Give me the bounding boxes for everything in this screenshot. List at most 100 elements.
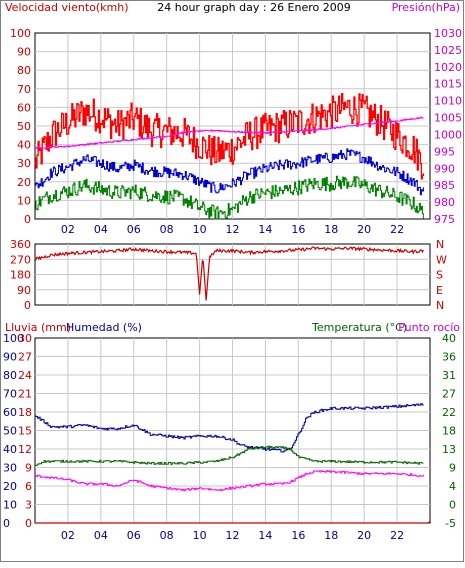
humidity-axis-tick-label: 90 xyxy=(3,351,17,364)
time-tick-label: 10 xyxy=(193,529,207,542)
pressure-axis-tick-label: 1015 xyxy=(434,78,462,91)
time-tick-label: 22 xyxy=(390,529,404,542)
time-tick-label: 02 xyxy=(61,223,75,236)
temperature-axis-tick-label: 40 xyxy=(442,332,456,345)
humidity-axis-tick-label: 20 xyxy=(3,480,17,493)
rain-axis-tick-label: 12 xyxy=(18,443,32,456)
wind-direction-line xyxy=(34,246,424,301)
direction-axis-tick-label: 360 xyxy=(10,238,31,251)
time-tick-label: 16 xyxy=(291,223,305,236)
humidity-axis-tick-label: 0 xyxy=(3,517,10,530)
temperature-axis-tick-label: 13 xyxy=(442,443,456,456)
rain-axis-tick-label: 15 xyxy=(18,425,32,438)
time-tick-label: 02 xyxy=(61,529,75,542)
humidity-axis-tick-label: 70 xyxy=(3,388,17,401)
dew-point-line xyxy=(35,470,424,492)
wind-axis-tick-label: 70 xyxy=(17,83,31,96)
temperature-axis-tick-label: 18 xyxy=(442,425,456,438)
time-tick-label: 20 xyxy=(357,529,371,542)
temperature-axis-tick-label: 9 xyxy=(449,462,456,475)
temperature-axis-tick-label: 0 xyxy=(449,499,456,512)
pressure-label: Presión(hPa) xyxy=(392,1,460,14)
pressure-axis-tick-label: 1020 xyxy=(434,61,462,74)
rain-axis-tick-label: 24 xyxy=(18,369,32,382)
wind-axis-tick-label: 10 xyxy=(17,194,31,207)
pressure-axis-tick-label: 975 xyxy=(434,213,455,226)
wind-axis-tick-label: 100 xyxy=(10,27,31,40)
rain-axis-tick-label: 9 xyxy=(25,462,32,475)
dew-point-label: Punto rocío xyxy=(398,321,460,334)
time-tick-label: 20 xyxy=(357,223,371,236)
direction-axis-tick-label: 180 xyxy=(10,269,31,282)
wind-axis-tick-label: 20 xyxy=(17,176,31,189)
pressure-axis-tick-label: 1030 xyxy=(434,27,462,40)
time-tick-label: 12 xyxy=(226,529,240,542)
pressure-axis-tick-label: 1010 xyxy=(434,95,462,108)
time-tick-label: 14 xyxy=(258,529,272,542)
direction-axis-tick-label: 0 xyxy=(24,299,31,312)
direction-axis-tick-label: 90 xyxy=(17,284,31,297)
pressure-axis-tick-label: 985 xyxy=(434,179,455,192)
humidity-axis-tick-label: 40 xyxy=(3,443,17,456)
rain-axis-tick-label: 18 xyxy=(18,406,32,419)
time-tick-label: 10 xyxy=(193,223,207,236)
rain-axis-tick-label: 3 xyxy=(25,499,32,512)
rain-axis-tick-label: 21 xyxy=(18,388,32,401)
compass-tick-label: N xyxy=(436,238,444,251)
temperature-axis-tick-label: 4 xyxy=(449,480,456,493)
time-tick-label: 04 xyxy=(94,223,108,236)
wind-gust-line xyxy=(35,93,425,180)
wind-speed-label: Velocidad viento(kmh) xyxy=(5,1,129,14)
time-tick-label: 16 xyxy=(291,529,305,542)
wind-low-line xyxy=(35,175,424,220)
time-tick-label: 14 xyxy=(258,223,272,236)
humidity-axis-tick-label: 100 xyxy=(3,332,24,345)
wind-axis-tick-label: 30 xyxy=(17,157,31,170)
temperature-line xyxy=(35,445,424,466)
wind-axis-tick-label: 40 xyxy=(17,139,31,152)
chart-panels: 0102030405060708090100975980985990995100… xyxy=(3,27,462,542)
temperature-axis-tick-label: -5 xyxy=(445,517,456,530)
humidity-axis-tick-label: 60 xyxy=(3,406,17,419)
humidity-axis-tick-label: 10 xyxy=(3,499,17,512)
wind-avg-line xyxy=(35,148,424,196)
temperature-label: Temperatura (°C) xyxy=(311,321,407,334)
compass-tick-label: E xyxy=(436,284,443,297)
pressure-axis-tick-label: 990 xyxy=(434,162,455,175)
humidity-axis-tick-label: 80 xyxy=(3,369,17,382)
time-tick-label: 06 xyxy=(127,529,141,542)
rain-label: Lluvia (mm) xyxy=(5,321,71,334)
pressure-axis-tick-label: 980 xyxy=(434,196,455,209)
wind-axis-tick-label: 90 xyxy=(17,46,31,59)
pressure-axis-tick-label: 1000 xyxy=(434,128,462,141)
pressure-line xyxy=(35,116,424,149)
humidity-label: Humedad (%) xyxy=(66,321,142,334)
humidity-axis-tick-label: 50 xyxy=(3,425,17,438)
time-tick-label: 08 xyxy=(160,529,174,542)
compass-tick-label: N xyxy=(436,299,444,312)
wind-axis-tick-label: 50 xyxy=(17,120,31,133)
direction-axis-tick-label: 270 xyxy=(10,253,31,266)
temperature-axis-tick-label: 31 xyxy=(442,369,456,382)
time-tick-label: 12 xyxy=(226,223,240,236)
wind-axis-tick-label: 80 xyxy=(17,64,31,77)
rain-axis-tick-label: 6 xyxy=(25,480,32,493)
humidity-line xyxy=(35,403,424,453)
time-tick-label: 04 xyxy=(94,529,108,542)
humidity-axis-tick-label: 30 xyxy=(3,462,17,475)
rain-axis-tick-label: 0 xyxy=(25,517,32,530)
pressure-axis-tick-label: 1005 xyxy=(434,112,462,125)
time-tick-label: 18 xyxy=(324,223,338,236)
temperature-axis-tick-label: 36 xyxy=(442,351,456,364)
time-tick-label: 08 xyxy=(160,223,174,236)
wind-axis-tick-label: 0 xyxy=(24,213,31,226)
compass-tick-label: S xyxy=(436,269,443,282)
pressure-axis-tick-label: 995 xyxy=(434,145,455,158)
temperature-axis-tick-label: 27 xyxy=(442,388,456,401)
time-tick-label: 06 xyxy=(127,223,141,236)
rain-line xyxy=(35,520,431,524)
time-tick-label: 22 xyxy=(390,223,404,236)
graph-title: 24 hour graph day : 26 Enero 2009 xyxy=(157,1,351,14)
